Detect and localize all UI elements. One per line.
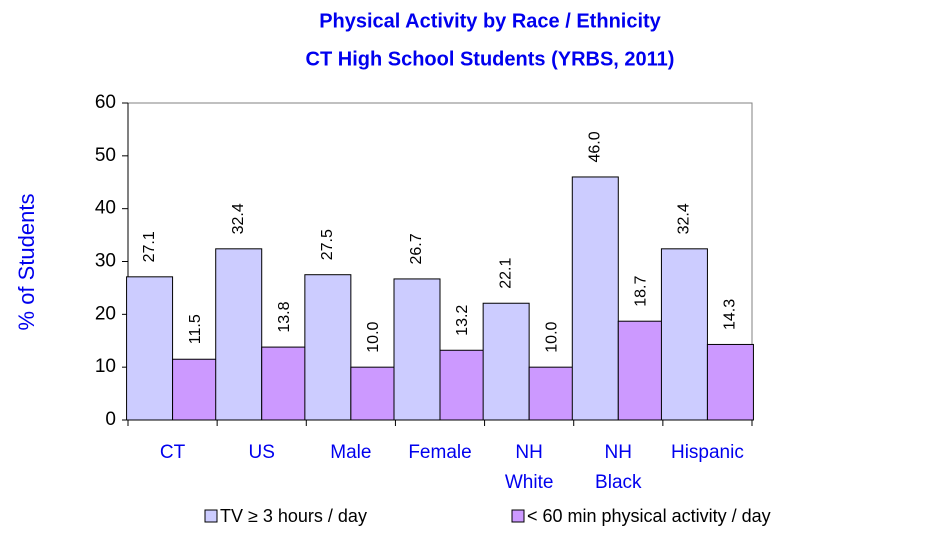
bar	[660, 248, 708, 421]
bar	[617, 320, 665, 421]
data-label: 32.4	[230, 203, 247, 234]
bar	[439, 349, 487, 421]
y-tick-label: 10	[95, 356, 116, 377]
y-tick-label: 50	[95, 145, 116, 166]
bar	[215, 248, 263, 421]
legend-label: < 60 min physical activity / day	[527, 506, 771, 526]
x-tick-label: NH White	[505, 442, 554, 493]
data-label: 13.2	[454, 305, 471, 336]
data-label: 18.7	[633, 276, 650, 307]
data-label: 10.0	[543, 321, 560, 352]
bar	[126, 276, 174, 421]
bar	[393, 278, 441, 421]
x-tick-label: NH Black	[595, 442, 642, 493]
y-tick-label: 30	[95, 251, 116, 272]
legend-label: TV ≥ 3 hours / day	[220, 506, 367, 526]
legend-swatch	[511, 509, 525, 523]
x-tick-label: Male	[330, 442, 371, 463]
data-label: 27.1	[141, 231, 158, 262]
data-label: 11.5	[187, 314, 204, 344]
y-tick-label: 40	[95, 198, 116, 219]
data-label: 27.5	[319, 229, 336, 260]
y-tick-label: 20	[95, 303, 116, 324]
bar	[172, 358, 220, 421]
legend-swatch	[204, 509, 218, 523]
bar	[261, 346, 309, 421]
bar	[528, 366, 576, 421]
data-label: 46.0	[587, 131, 604, 162]
x-tick-label: CT	[160, 442, 186, 463]
bar	[304, 274, 352, 421]
bar	[350, 366, 398, 421]
data-label: 10.0	[365, 321, 382, 352]
x-tick-label: US	[249, 442, 275, 463]
data-label: 26.7	[408, 233, 425, 264]
data-label: 32.4	[676, 203, 693, 234]
data-label: 22.1	[497, 258, 514, 289]
data-label: 14.3	[722, 299, 739, 330]
x-tick-label: Female	[408, 442, 471, 463]
bar	[706, 343, 754, 421]
chart-title: Physical Activity by Race / Ethnicity	[319, 10, 661, 32]
chart-subtitle: CT High School Students (YRBS, 2011)	[306, 48, 675, 70]
y-tick-label: 0	[105, 409, 116, 430]
bar	[571, 176, 619, 421]
bar	[482, 302, 530, 421]
x-tick-label: Hispanic	[671, 442, 744, 463]
y-tick-label: 60	[95, 92, 116, 113]
y-axis-title: % of Students	[14, 194, 39, 331]
data-label: 13.8	[276, 301, 293, 332]
